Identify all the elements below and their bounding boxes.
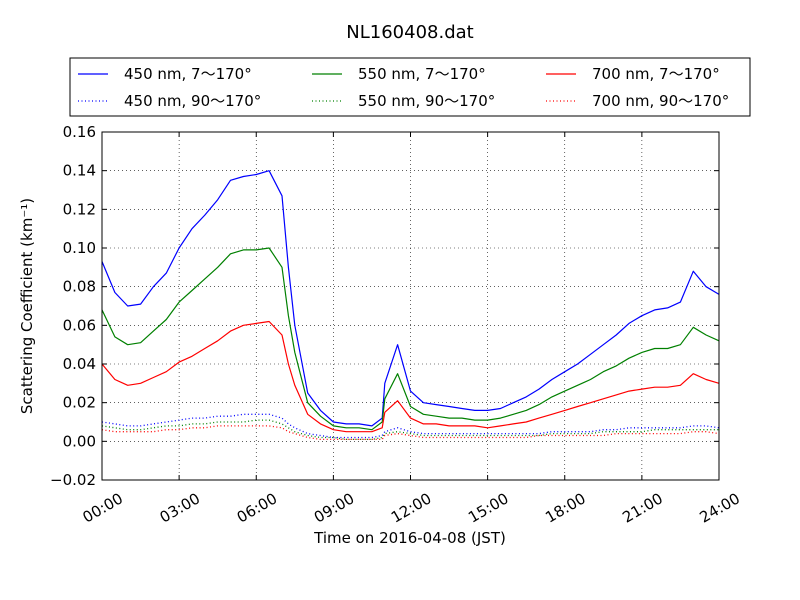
series-line-6	[101, 425, 720, 441]
series-line-4	[101, 413, 720, 439]
series-layer	[101, 170, 720, 441]
series-line-2	[101, 247, 720, 431]
legend-label-1: 450 nm, 7～170°	[124, 65, 252, 83]
legend-label-5: 550 nm, 90～170°	[358, 92, 495, 110]
chart-title: NL160408.dat	[346, 22, 473, 43]
y-tick-label: 0.12	[63, 200, 96, 218]
y-tick-labels: −0.02 0.00 0.02 0.04 0.06 0.08 0.10 0.12 0.14 0.1…	[50, 123, 96, 489]
y-tick-label: 0.06	[63, 316, 96, 334]
y-tick-label: 0.00	[63, 432, 96, 450]
y-tick-label: 0.02	[63, 394, 96, 412]
legend-box	[69, 57, 751, 117]
x-axis-label: Time on 2016-04-08 (JST)	[313, 529, 506, 547]
y-tick-label: 0.10	[63, 239, 96, 257]
legend-label-2: 550 nm, 7～170°	[358, 65, 486, 83]
legend-label-4: 450 nm, 90～170°	[124, 92, 261, 110]
legend-label-3: 700 nm, 7～170°	[592, 65, 720, 83]
series-line-1	[101, 170, 720, 427]
ticks	[101, 131, 720, 481]
y-tick-label: 0.08	[63, 278, 96, 296]
legend-label-6: 700 nm, 90～170°	[592, 92, 729, 110]
y-tick-label: −0.02	[50, 471, 96, 489]
series-line-3	[101, 320, 720, 433]
y-tick-label: 0.14	[63, 162, 96, 180]
y-tick-label: 0.04	[63, 355, 96, 373]
y-axis-label: Scattering Coefficient (km⁻¹)	[18, 198, 36, 414]
grid	[102, 132, 719, 480]
legend: 450 nm, 7～170° 550 nm, 7～170° 700 nm, 7～17…	[69, 57, 751, 117]
y-tick-label: 0.16	[63, 123, 96, 141]
